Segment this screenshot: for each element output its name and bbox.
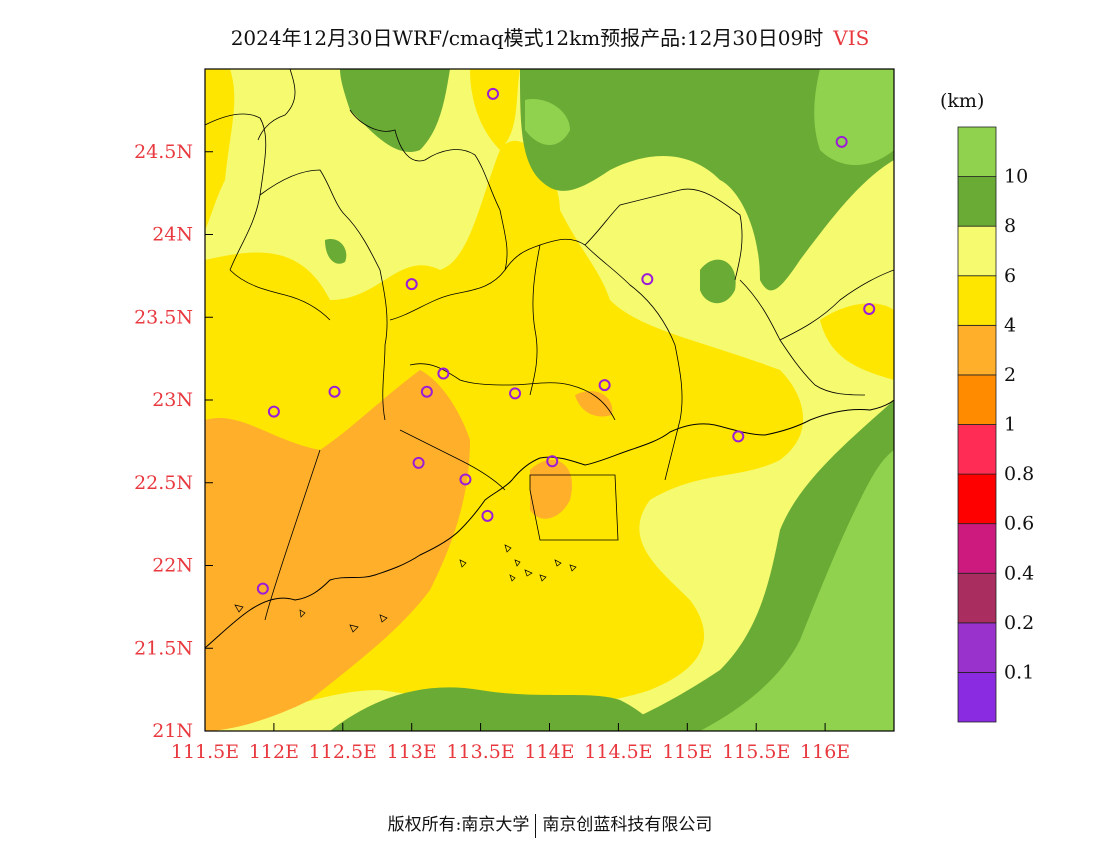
colorbar-label: 10: [1004, 166, 1028, 188]
colorbar-segment: [957, 176, 997, 227]
hk-boundary: [529, 474, 619, 541]
vis-8-10km-north: [340, 69, 450, 152]
y-tick-label: 24.5N: [134, 141, 193, 163]
copyright-right: 南京创蓝科技有限公司: [542, 815, 713, 835]
station-marker-9: [509, 387, 522, 400]
colorbar-segment: [957, 374, 997, 425]
station-marker-7: [420, 385, 433, 398]
x-tick-label: 115E: [662, 741, 712, 763]
vis-8-10km-south: [330, 687, 660, 731]
islands: [234, 544, 577, 633]
colorbar-label: 0.6: [1004, 513, 1034, 535]
visibility-field: [205, 69, 894, 731]
colorbar-legend: 0.1 0.2 0.4 0.6 0.8 1 2 4 6 8 10 (km): [940, 90, 1034, 723]
station-marker-10: [598, 379, 611, 392]
vis-4-6km-northwest: [205, 69, 235, 230]
station-marker-5: [267, 405, 280, 418]
vis-8-10km-east-spot: [700, 259, 736, 304]
colorbar-label: 8: [1004, 215, 1016, 237]
colorbar-label: 0.2: [1004, 612, 1034, 634]
x-tick-label: 112E: [249, 741, 299, 763]
colorbar-label: 0.4: [1004, 562, 1034, 584]
y-tick-label: 23.5N: [134, 306, 193, 328]
x-tick-label: 113E: [387, 741, 437, 763]
station-marker-14: [546, 455, 559, 468]
colorbar-segment: [957, 324, 997, 376]
variable-label: VIS: [833, 26, 870, 50]
vis-2-4km-spot-east: [575, 391, 613, 417]
colorbar-segment: [957, 622, 997, 673]
y-tick-label: 23N: [152, 389, 193, 411]
colorbar-segment: [957, 225, 997, 277]
footer-separator: [535, 813, 537, 838]
vis-2-4km-region: [205, 370, 470, 731]
coastline: [205, 399, 894, 649]
station-marker-13: [459, 473, 472, 486]
colorbar-segment: [957, 126, 997, 177]
title-text: 2024年12月30日WRF/cmaq模式12km预报产品:12月30日09时: [230, 26, 824, 50]
x-tick-label: 116E: [800, 741, 850, 763]
colorbar-segment: [957, 275, 997, 326]
vis-8-10km-spot-west: [325, 239, 347, 264]
x-tick-label: 113.5E: [446, 741, 514, 763]
station-marker-6: [328, 385, 341, 398]
chart-title: 2024年12月30日WRF/cmaq模式12km预报产品:12月30日09时 V…: [0, 22, 1100, 51]
y-tick-label: 22N: [152, 555, 193, 577]
vis-gt10km-se: [700, 450, 894, 731]
x-tick-label: 111.5E: [171, 741, 239, 763]
colorbar-label: 0.1: [1004, 661, 1034, 683]
x-tick-label: 114.5E: [584, 741, 652, 763]
station-marker-12: [412, 456, 425, 469]
colorbar-label: 0.8: [1004, 463, 1034, 485]
copyright-left: 版权所有:南京大学: [387, 815, 530, 835]
colorbar-segment: [957, 523, 997, 574]
y-tick-label: 21.5N: [134, 637, 193, 659]
copyright-footer: 版权所有:南京大学 南京创蓝科技有限公司: [0, 810, 1100, 838]
station-marker-0: [487, 87, 500, 100]
axis-layer: 111.5E 112E 112.5E 113E 113.5E 114E 114.5E 115E…: [134, 141, 850, 763]
x-tick-label: 114E: [524, 741, 574, 763]
vis-gt10km-ne: [814, 69, 894, 165]
colorbar-label: 1: [1004, 414, 1016, 436]
station-marker-3: [641, 273, 654, 286]
station-marker-1: [835, 135, 848, 148]
station-marker-11: [732, 430, 745, 443]
stations-layer: [256, 87, 876, 595]
colorbar-label: 6: [1004, 265, 1016, 287]
colorbar-segment: [957, 424, 997, 475]
station-marker-4: [863, 302, 876, 315]
station-marker-15: [481, 509, 494, 522]
vis-4-6km-east: [820, 303, 894, 380]
colorbar-segment: [957, 672, 997, 723]
colorbar-label: 4: [1004, 314, 1016, 336]
station-marker-8: [437, 367, 450, 380]
station-marker-16: [256, 582, 269, 595]
y-tick-label: 24N: [152, 224, 193, 246]
colorbar-segment: [957, 572, 997, 624]
vis-8-10km-northeast: [520, 69, 894, 291]
colorbar-segment: [957, 473, 997, 525]
colorbar-unit: (km): [940, 90, 984, 112]
x-tick-label: 112.5E: [309, 741, 377, 763]
x-tick-label: 115.5E: [722, 741, 790, 763]
colorbar-label: 2: [1004, 364, 1016, 386]
y-tick-label: 22.5N: [134, 472, 193, 494]
station-marker-2: [405, 278, 418, 291]
vis-gt10km-north: [525, 99, 570, 145]
y-tick-label: 21N: [152, 720, 193, 742]
vis-4-6km-north-strip: [470, 69, 520, 150]
